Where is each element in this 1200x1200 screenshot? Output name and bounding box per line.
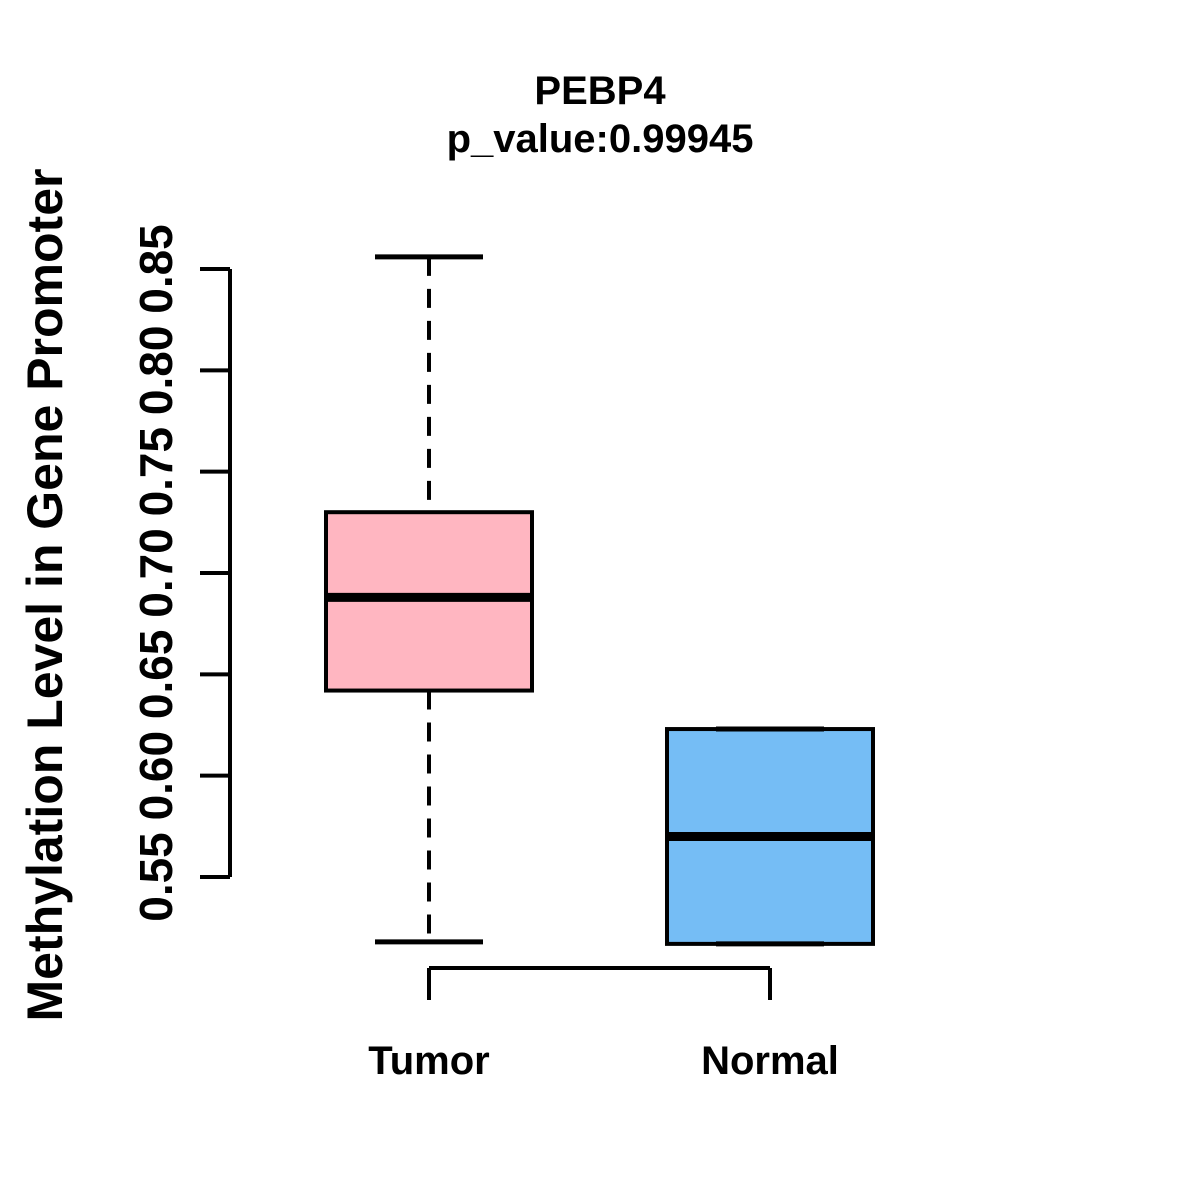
chart-title: PEBP4 (534, 69, 666, 113)
y-tick-label: 0.60 (130, 731, 182, 821)
y-tick-label: 0.55 (130, 832, 182, 922)
y-tick-label: 0.70 (130, 528, 182, 618)
y-axis-label: Methylation Level in Gene Promoter (17, 169, 73, 1022)
y-tick-label: 0.75 (130, 427, 182, 517)
x-tick-label-tumor: Tumor (368, 1039, 489, 1083)
y-tick-label: 0.80 (130, 326, 182, 416)
plot-area: 0.55 0.60 0.65 0.70 0.75 0.80 0.85 Tumor Normal (130, 224, 875, 1083)
x-tick-label-normal: Normal (701, 1039, 839, 1083)
y-tick-label: 0.85 (130, 224, 182, 314)
chart-subtitle: p_value:0.99945 (447, 117, 754, 161)
y-tick-label: 0.65 (130, 630, 182, 720)
